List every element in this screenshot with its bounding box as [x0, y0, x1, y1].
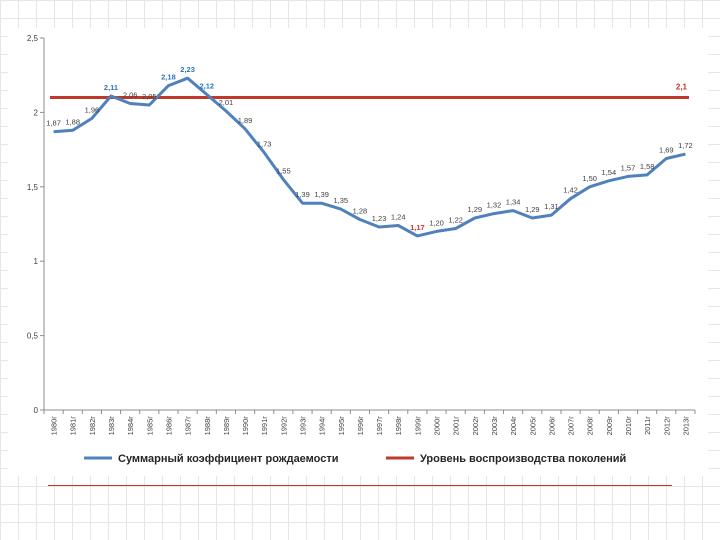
data-label: 1,34 [506, 198, 521, 207]
x-tick-label: 2013г [681, 416, 690, 436]
data-label: 1,22 [448, 215, 463, 224]
data-label: 1,57 [621, 163, 636, 172]
data-label: 1,54 [602, 168, 617, 177]
x-tick-label: 1984г [126, 416, 135, 436]
x-tick-label: 2006г [547, 416, 556, 436]
data-label: 1,28 [353, 207, 368, 216]
data-label: 1,39 [314, 190, 329, 199]
x-tick-label: 2007г [567, 416, 576, 436]
x-tick-label: 1990г [241, 416, 250, 436]
data-label: 1,29 [468, 205, 483, 214]
y-tick-label: 2 [34, 108, 39, 117]
y-tick-label: 0 [34, 406, 39, 415]
y-tick-label: 2,5 [27, 34, 39, 43]
data-label: 1,72 [678, 141, 693, 150]
x-tick-label: 1991г [260, 416, 269, 436]
fertility-series-line [53, 76, 686, 238]
legend-label-replacement: Уровень воспроизводства поколений [420, 453, 626, 465]
data-label: 1,35 [333, 196, 348, 205]
x-tick-label: 1994г [318, 416, 327, 436]
x-tick-label: 2002г [471, 416, 480, 436]
x-tick-label: 2005г [528, 416, 537, 436]
data-label: 2,06 [123, 90, 138, 99]
y-tick-label: 1,5 [27, 183, 39, 192]
data-label: 1,55 [276, 166, 291, 175]
x-tick-label: 1998г [394, 416, 403, 436]
data-label: 2,01 [219, 98, 234, 107]
data-label: 2,05 [142, 92, 157, 101]
data-label: 1,96 [85, 105, 100, 114]
x-tick-label: 1983г [107, 416, 116, 436]
x-tick-label: 2009г [605, 416, 614, 436]
data-label: 1,58 [640, 162, 655, 171]
x-tick-label: 1986г [164, 416, 173, 436]
replacement-level-label: 2,1 [676, 83, 688, 92]
data-label: 1,31 [544, 202, 559, 211]
x-tick-label: 1987г [184, 416, 193, 436]
y-tick-label: 1 [34, 257, 39, 266]
x-tick-label: 2003г [490, 416, 499, 436]
data-label: 1,89 [238, 116, 253, 125]
x-tick-label: 2008г [586, 416, 595, 436]
data-label: 1,17 [410, 223, 425, 232]
x-tick-label: 2011г [643, 416, 652, 435]
x-tick-label: 1981г [69, 416, 78, 436]
x-tick-label: 1980г [50, 416, 59, 436]
data-label: 1,42 [563, 186, 578, 195]
x-tick-label: 1982г [88, 416, 97, 436]
data-label: 2,18 [161, 73, 176, 82]
x-tick-label: 1989г [222, 416, 231, 436]
x-tick-label: 1996г [356, 416, 365, 436]
x-tick-label: 2001г [452, 416, 461, 436]
x-tick-label: 2004г [509, 416, 518, 436]
x-tick-label: 1985г [145, 416, 154, 436]
x-tick-label: 2010г [624, 416, 633, 436]
data-label: 1,32 [487, 201, 502, 210]
data-label: 1,23 [372, 214, 387, 223]
data-label: 1,24 [391, 212, 406, 221]
bottom-divider [48, 485, 672, 486]
data-label: 2,23 [180, 65, 195, 74]
data-label: 1,29 [525, 205, 540, 214]
x-tick-label: 1988г [203, 416, 212, 436]
data-label: 1,87 [46, 119, 61, 128]
x-tick-label: 2000г [433, 416, 442, 436]
data-label: 1,39 [295, 190, 310, 199]
x-tick-label: 1997г [375, 416, 384, 436]
x-tick-label: 2012г [662, 416, 671, 436]
data-label: 1,88 [65, 117, 80, 126]
x-tick-label: 1999г [413, 416, 422, 436]
data-label: 2,11 [104, 83, 118, 92]
x-tick-label: 1993г [298, 416, 307, 436]
x-tick-label: 1995г [337, 416, 346, 436]
data-label: 1,73 [257, 140, 272, 149]
x-tick-label: 1992г [279, 416, 288, 436]
y-tick-label: 0,5 [27, 332, 39, 341]
legend-label-fertility: Суммарный коэффициент рождаемости [118, 453, 339, 465]
fertility-chart: 0 0,5 1 1,5 2 2,5 1980г 1981г 1982г 1983г 1984г 198… [27, 34, 696, 465]
data-label: 1,50 [582, 174, 597, 183]
chart-panel: 0 0,5 1 1,5 2 2,5 1980г 1981г 1982г 1983г 1984г 198… [8, 28, 708, 476]
data-label: 1,20 [429, 218, 444, 227]
data-label: 1,69 [659, 146, 674, 155]
data-label: 2,12 [199, 82, 214, 91]
